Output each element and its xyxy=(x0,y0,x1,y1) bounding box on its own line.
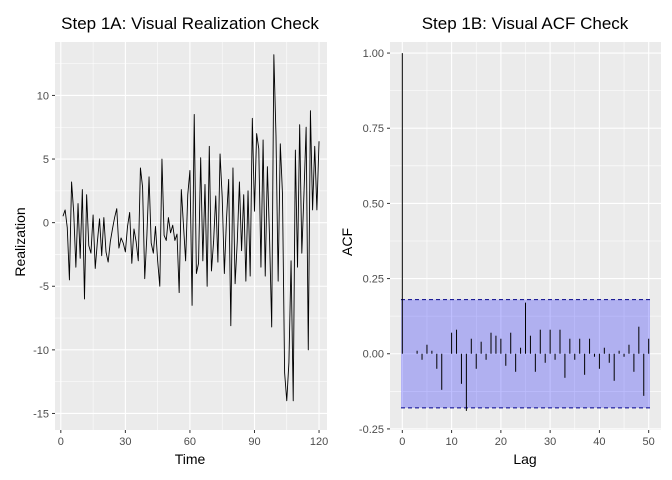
realization-chart-title: Step 1A: Visual Realization Check xyxy=(61,14,319,33)
realization-x-tick-label: 30 xyxy=(119,436,131,448)
acf-x-tick-label: 10 xyxy=(445,436,457,448)
acf-y-tick-label: -0.25 xyxy=(359,424,384,436)
acf-x-axis-title: Lag xyxy=(513,451,536,467)
acf-y-tick-label: 0.25 xyxy=(363,274,384,286)
acf-chart: Step 1B: Visual ACF Check 0 10 20 30 40 50 -0… xyxy=(339,14,661,467)
realization-y-tick-label: 0 xyxy=(43,218,49,230)
realization-y-tick-label: -5 xyxy=(39,281,49,293)
realization-gridlines xyxy=(55,42,327,430)
realization-x-tick-label: 90 xyxy=(248,436,260,448)
realization-y-tick-label: -10 xyxy=(33,345,49,357)
realization-chart: Step 1A: Visual Realization Check 0 30 60 9… xyxy=(12,14,328,467)
realization-series xyxy=(62,54,320,402)
realization-y-axis-ticks: -15 -10 -5 0 5 10 xyxy=(33,90,55,420)
acf-series xyxy=(401,53,650,411)
acf-y-tick-label: 1.00 xyxy=(363,48,384,60)
acf-x-tick-label: 40 xyxy=(593,436,605,448)
realization-x-axis-ticks: 0 30 60 90 120 xyxy=(58,430,328,448)
acf-x-tick-label: 30 xyxy=(544,436,556,448)
realization-x-tick-label: 0 xyxy=(58,436,64,448)
acf-x-tick-label: 50 xyxy=(643,436,655,448)
acf-x-tick-label: 0 xyxy=(399,436,405,448)
realization-x-tick-label: 120 xyxy=(310,436,328,448)
acf-y-tick-label: 0.00 xyxy=(363,349,384,361)
realization-line xyxy=(62,54,320,402)
acf-y-tick-label: 0.50 xyxy=(363,198,384,210)
realization-x-tick-label: 60 xyxy=(184,436,196,448)
acf-x-tick-label: 20 xyxy=(495,436,507,448)
acf-y-axis-ticks: -0.25 0.00 0.25 0.50 0.75 1.00 xyxy=(359,48,390,436)
acf-y-tick-label: 0.75 xyxy=(363,123,384,135)
realization-y-tick-label: -15 xyxy=(33,408,49,420)
realization-y-tick-label: 10 xyxy=(37,90,49,102)
realization-y-axis-title: Realization xyxy=(12,207,28,276)
acf-x-axis-ticks: 0 10 20 30 40 50 xyxy=(399,430,655,448)
acf-y-axis-title: ACF xyxy=(339,228,355,256)
realization-x-axis-title: Time xyxy=(175,451,206,467)
realization-y-tick-label: 5 xyxy=(43,154,49,166)
acf-chart-title: Step 1B: Visual ACF Check xyxy=(422,14,629,33)
